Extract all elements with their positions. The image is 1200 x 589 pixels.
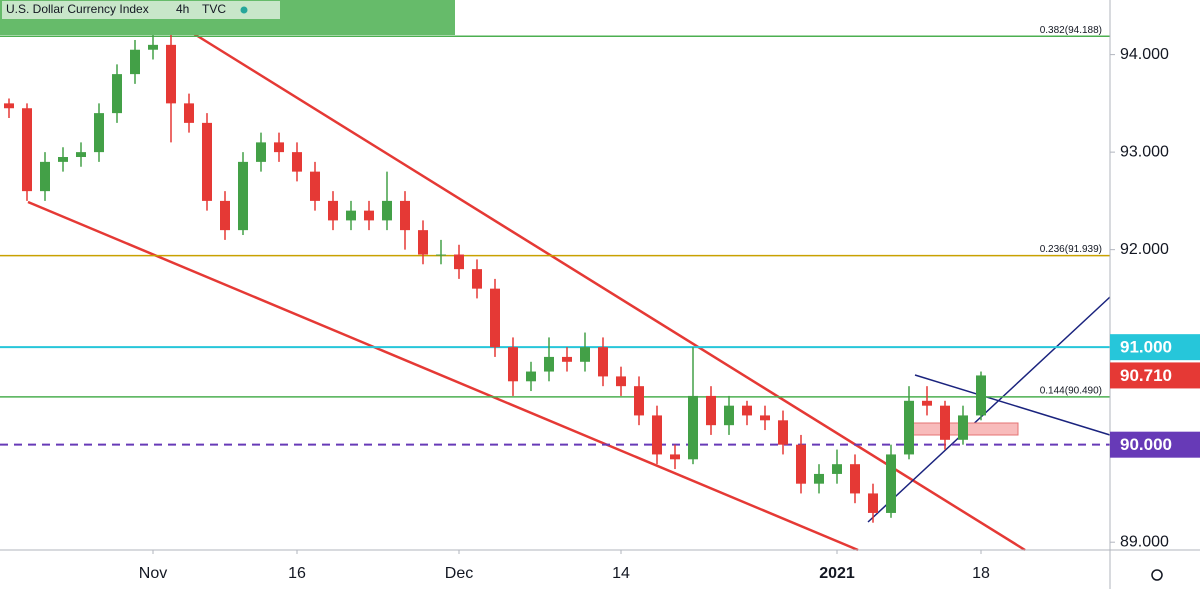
- candle-body: [256, 142, 266, 162]
- trend-line: [174, 20, 1026, 552]
- candle-body: [220, 200, 230, 231]
- candle-body: [328, 200, 338, 221]
- candle-body: [112, 74, 122, 114]
- candle-body: [202, 122, 212, 201]
- trend-line: [914, 374, 1111, 436]
- candle-body: [958, 415, 968, 440]
- status-dot: [240, 6, 248, 14]
- candle-body: [130, 49, 140, 75]
- candle-body: [490, 288, 500, 348]
- y-tick-label: 93.000: [1120, 143, 1169, 160]
- candle-body: [436, 254, 446, 256]
- candle-body: [688, 395, 698, 460]
- candle-body: [652, 415, 662, 455]
- source: TVC: [202, 2, 226, 16]
- candle-body: [40, 161, 50, 192]
- candle-body: [580, 347, 590, 362]
- candle-body: [76, 152, 86, 158]
- legend-pill: [2, 1, 280, 19]
- candle-body: [508, 347, 518, 382]
- x-tick-label: 2021: [819, 565, 855, 582]
- candle-body: [400, 200, 410, 231]
- price-badge: [1110, 431, 1200, 458]
- y-tick-label: 94.000: [1120, 46, 1169, 63]
- candle-body: [454, 254, 464, 270]
- candle-body: [544, 356, 554, 372]
- symbol: U.S. Dollar Currency Index: [6, 2, 149, 16]
- candle-body: [886, 454, 896, 513]
- candle-body: [184, 103, 194, 123]
- candle-body: [832, 464, 842, 474]
- interval: 4h: [176, 2, 189, 16]
- candle-body: [850, 464, 860, 494]
- candle-body: [796, 444, 806, 484]
- x-tick-label: 16: [288, 565, 306, 582]
- candle-body: [634, 386, 644, 416]
- plot: [0, 25, 1110, 523]
- fib-label: 0.144(90.490): [1040, 386, 1102, 397]
- y-tick-label: 89.000: [1120, 533, 1169, 550]
- fib-label: 0.382(94.188): [1040, 25, 1102, 36]
- price-badge: [1110, 362, 1200, 389]
- candle-body: [364, 210, 374, 221]
- candle-body: [148, 44, 158, 50]
- candle-body: [58, 157, 68, 162]
- candle-body: [94, 113, 104, 153]
- fib-label: 0.236(91.939): [1040, 244, 1102, 255]
- candle-body: [418, 230, 428, 255]
- price-badge: [1110, 334, 1200, 361]
- candle-body: [868, 493, 878, 513]
- x-tick-label: Dec: [445, 565, 473, 582]
- candle-body: [976, 375, 986, 416]
- candle-body: [310, 171, 320, 201]
- price-badge-label: 90.000: [1120, 435, 1172, 454]
- y-tick-label: 92.000: [1120, 241, 1169, 258]
- candle-body: [904, 400, 914, 455]
- candle-body: [940, 405, 950, 440]
- candle-body: [238, 161, 248, 231]
- trend-lines: [27, 20, 1111, 552]
- candle-body: [670, 454, 680, 460]
- candle-body: [382, 200, 392, 221]
- candle-body: [760, 415, 770, 421]
- candle-body: [742, 405, 752, 416]
- candle-body: [922, 400, 932, 406]
- price-badge-label: 90.710: [1120, 366, 1172, 385]
- x-tick-label: Nov: [139, 565, 167, 582]
- candle-body: [814, 473, 824, 484]
- candle-body: [472, 269, 482, 289]
- trend-line: [867, 296, 1111, 523]
- candle-body: [292, 152, 302, 172]
- x-tick-label: 18: [972, 565, 990, 582]
- candle-body: [778, 420, 788, 445]
- price-badge-label: 91.000: [1120, 338, 1172, 357]
- settings-icon[interactable]: [1151, 569, 1163, 581]
- x-tick-label: 14: [612, 565, 630, 582]
- candle-body: [4, 103, 14, 109]
- candle-body: [166, 44, 176, 104]
- candle-body: [346, 210, 356, 221]
- candle-body: [706, 395, 716, 426]
- candle-body: [22, 108, 32, 192]
- candle-body: [526, 371, 536, 382]
- candle-body: [598, 347, 608, 377]
- candle-body: [562, 356, 572, 362]
- candle-body: [724, 405, 734, 426]
- candle-body: [274, 142, 284, 153]
- candle-body: [616, 376, 626, 387]
- trend-line: [27, 200, 859, 552]
